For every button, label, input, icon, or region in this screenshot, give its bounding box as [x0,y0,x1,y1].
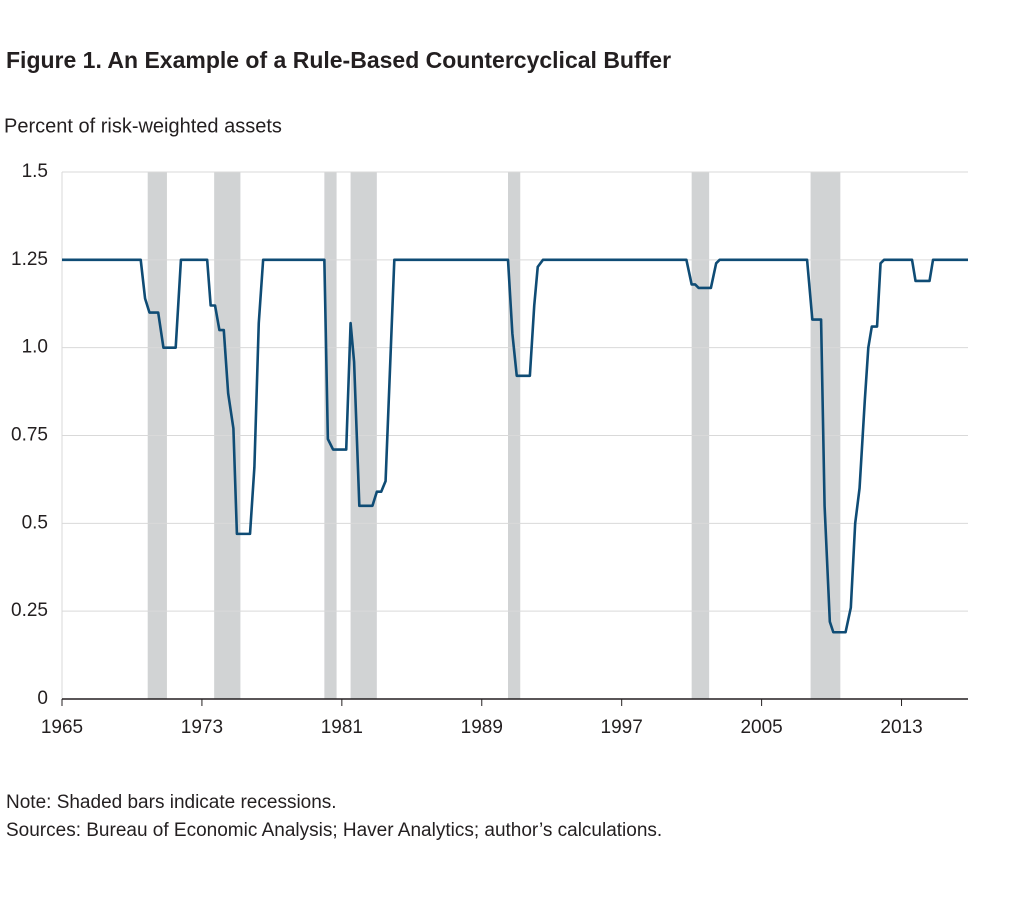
y-tick-label: 0.25 [11,600,48,621]
y-axis-label: Percent of risk-weighted assets [4,115,282,137]
y-tick-label: 1.25 [11,249,48,270]
line-series [62,258,968,634]
x-tick-label: 1965 [41,717,83,738]
x-tick-label: 2013 [880,717,922,738]
x-tick-label: 1997 [601,717,643,738]
x-tick-label: 1973 [181,717,223,738]
y-tick-label: 0.75 [11,425,48,446]
note: Note: Shaded bars indicate recessions. [6,792,337,813]
x-tick-label: 1981 [321,717,363,738]
y-tick-label: 1.0 [22,337,48,358]
y-tick-label: 0 [37,688,48,709]
chart-title: Figure 1. An Example of a Rule-Based Cou… [6,47,671,73]
note: Sources: Bureau of Economic Analysis; Ha… [6,820,662,841]
x-tick-label: 1989 [461,717,503,738]
y-tick-label: 1.5 [22,161,48,182]
y-tick-label: 0.5 [22,512,48,533]
x-tick-label: 2005 [740,717,782,738]
